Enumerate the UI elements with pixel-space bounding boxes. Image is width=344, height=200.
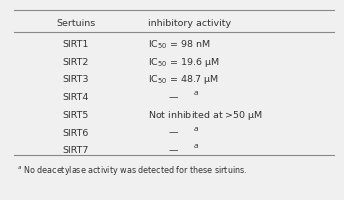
Text: SIRT4: SIRT4 bbox=[63, 93, 89, 102]
Text: inhibitory activity: inhibitory activity bbox=[148, 19, 231, 27]
Text: —: — bbox=[169, 93, 179, 102]
Text: IC$_{50}$ = 48.7 $\mathregular{\mu}$M: IC$_{50}$ = 48.7 $\mathregular{\mu}$M bbox=[148, 73, 219, 86]
Text: —: — bbox=[169, 128, 179, 137]
Text: $\mathit{a}$: $\mathit{a}$ bbox=[193, 89, 199, 97]
Text: Sertuins: Sertuins bbox=[56, 19, 95, 27]
Text: SIRT5: SIRT5 bbox=[63, 110, 89, 119]
Text: SIRT1: SIRT1 bbox=[63, 40, 89, 49]
Text: IC$_{50}$ = 19.6 $\mathregular{\mu}$M: IC$_{50}$ = 19.6 $\mathregular{\mu}$M bbox=[148, 56, 219, 68]
Text: IC$_{50}$ = 98 nM: IC$_{50}$ = 98 nM bbox=[148, 38, 211, 51]
Text: Not inhibited at >50 $\mathregular{\mu}$M: Not inhibited at >50 $\mathregular{\mu}$… bbox=[148, 108, 263, 121]
Text: SIRT2: SIRT2 bbox=[63, 58, 89, 66]
Text: SIRT3: SIRT3 bbox=[62, 75, 89, 84]
Text: SIRT7: SIRT7 bbox=[63, 146, 89, 154]
Text: —: — bbox=[169, 146, 179, 154]
Text: SIRT6: SIRT6 bbox=[63, 128, 89, 137]
Text: $\mathit{a}$: $\mathit{a}$ bbox=[193, 124, 199, 132]
Text: $^{a}$ No deacetylase activity was detected for these sirtuins.: $^{a}$ No deacetylase activity was detec… bbox=[17, 163, 247, 176]
Text: $\mathit{a}$: $\mathit{a}$ bbox=[193, 142, 199, 150]
